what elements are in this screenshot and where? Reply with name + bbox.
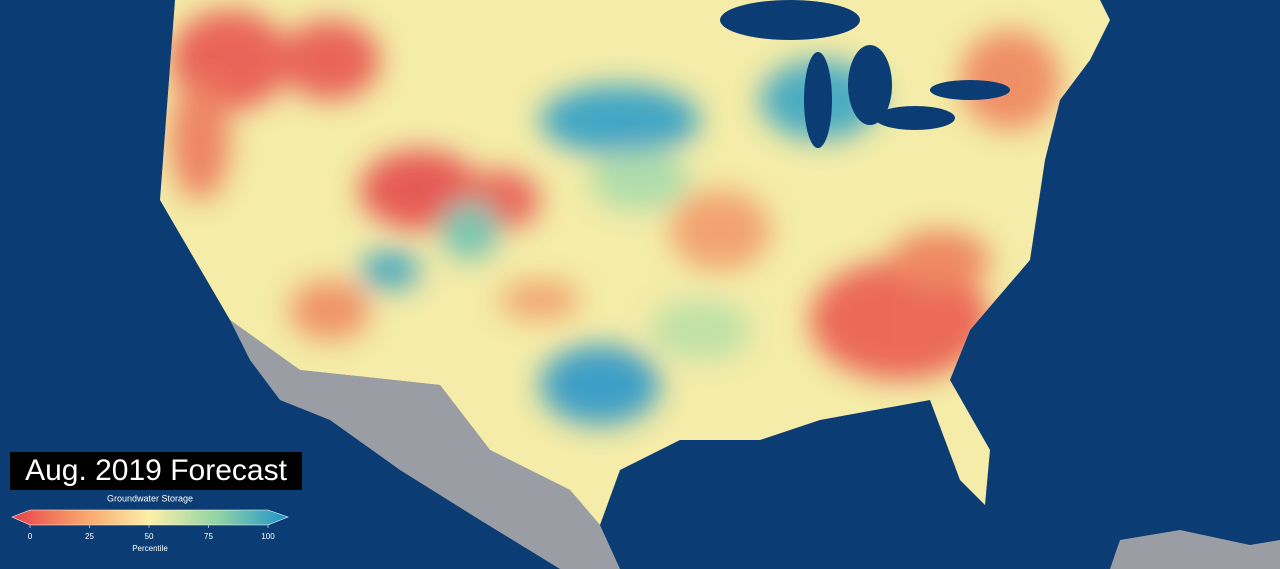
tick-label: 100	[261, 532, 275, 541]
colorbar	[11, 509, 289, 526]
colorbar-ticks: 0 25 50 75 100	[28, 525, 275, 541]
colorbar-axis-label: Percentile	[132, 544, 168, 553]
title: Aug. 2019 Forecast	[25, 454, 287, 487]
mexico	[230, 320, 620, 569]
colorbar-label: Groundwater Storage	[107, 493, 193, 503]
tick-label: 50	[145, 532, 154, 541]
tick-label: 75	[204, 532, 213, 541]
tick-label: 0	[28, 532, 33, 541]
cuba	[1110, 530, 1280, 569]
title-box	[10, 452, 302, 490]
great-lakes	[720, 0, 1010, 148]
tick-label: 25	[85, 532, 94, 541]
